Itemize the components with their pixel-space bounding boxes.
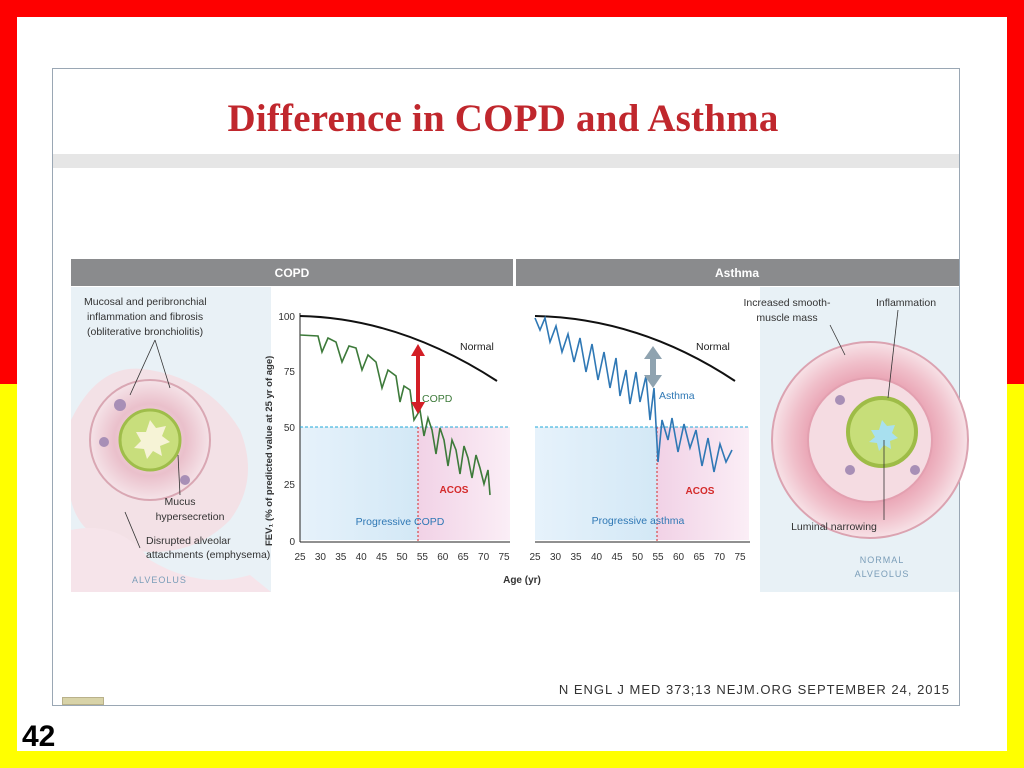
asthma-x-tick-40: 40: [591, 552, 603, 563]
asthma-lumen: [869, 420, 898, 451]
copd-x-tick-50: 50: [396, 552, 408, 563]
copd-normal-label: Normal: [460, 341, 494, 353]
asthma-x-tick-30: 30: [550, 552, 562, 563]
copd-curve-label: COPD: [422, 393, 453, 405]
asthma-chart-shading: [535, 427, 749, 540]
copd-x-tick-25: 25: [294, 552, 306, 563]
asthma-variability-arrow: [644, 346, 662, 388]
asthma-smooth-1: Increased smooth-: [744, 297, 831, 309]
asthma-narrowing: Luminal narrowing: [791, 521, 877, 533]
asthma-x-tick-60: 60: [673, 552, 685, 563]
asthma-x-tick-25: 25: [529, 552, 541, 563]
asthma-x-tick-45: 45: [611, 552, 623, 563]
title-divider: [53, 154, 959, 168]
asthma-progressive-label: Progressive asthma: [592, 515, 685, 527]
copd-annotations: Mucosal and peribronchial inflammation a…: [84, 296, 270, 561]
copd-header-bar: [71, 259, 513, 286]
copd-cell-2: [180, 475, 190, 485]
asthma-progressive-area: [535, 427, 657, 540]
asthma-x-tick-75: 75: [734, 552, 746, 563]
copd-acos-label: ACOS: [440, 485, 469, 496]
asthma-curve-label: Asthma: [659, 390, 695, 402]
slide-title: Difference in COPD and Asthma: [227, 97, 779, 140]
y-tick-50: 50: [284, 423, 296, 434]
citation: N ENGL J MED 373;13 NEJM.ORG SEPTEMBER 2…: [558, 682, 950, 697]
asthma-acos-area: [657, 427, 749, 540]
asthma-alveolus-1: NORMAL: [860, 555, 905, 565]
copd-leader-lines: [124, 339, 181, 549]
asthma-cell-3: [845, 465, 855, 475]
copd-normal-curve: [299, 315, 498, 382]
asthma-alveolus-2: ALVEOLUS: [855, 569, 910, 579]
copd-mucus-1: Mucus: [165, 496, 196, 508]
y-tick-0: 0: [289, 537, 295, 548]
copd-annotation-1: Mucosal and peribronchial: [84, 296, 207, 308]
asthma-normal-curve: [534, 315, 736, 382]
copd-header: COPD: [275, 266, 310, 280]
asthma-x-tick-labels: 25 30 35 40 45 50 55 60 65 70 75: [529, 552, 746, 563]
asthma-inflammation: Inflammation: [876, 297, 936, 309]
copd-x-tick-35: 35: [335, 552, 347, 563]
copd-annotation-2: inflammation and fibrosis: [87, 311, 203, 323]
asthma-normal-label: Normal: [696, 341, 730, 353]
asthma-acos-label: ACOS: [686, 486, 715, 497]
small-tag: [62, 697, 104, 705]
asthma-cell-2: [910, 465, 920, 475]
copd-x-tick-40: 40: [356, 552, 368, 563]
copd-cell-3: [99, 437, 109, 447]
copd-x-tick-60: 60: [437, 552, 449, 563]
slide-number: 42: [22, 720, 56, 753]
copd-x-tick-75: 75: [498, 552, 510, 563]
copd-progressive-label: Progressive COPD: [356, 516, 445, 528]
copd-decline-arrow: [411, 344, 425, 414]
y-tick-100: 100: [278, 312, 295, 323]
asthma-x-tick-65: 65: [693, 552, 705, 563]
asthma-x-tick-55: 55: [652, 552, 664, 563]
asthma-header-bar: [516, 259, 959, 286]
copd-lumen: [134, 420, 170, 459]
y-tick-25: 25: [284, 480, 296, 491]
copd-x-tick-70: 70: [478, 552, 490, 563]
asthma-leader-lines: [829, 309, 899, 520]
copd-x-tick-55: 55: [417, 552, 429, 563]
asthma-x-tick-35: 35: [570, 552, 582, 563]
copd-x-tick-45: 45: [376, 552, 388, 563]
y-tick-labels: 100 75 50 25 0: [278, 312, 295, 548]
x-axis-label: Age (yr): [503, 575, 541, 586]
copd-alveolus-label: ALVEOLUS: [132, 575, 187, 585]
asthma-x-tick-70: 70: [714, 552, 726, 563]
asthma-header: Asthma: [715, 266, 759, 280]
copd-annotation-3: (obliterative bronchiolitis): [87, 326, 203, 338]
copd-progressive-area: [300, 427, 418, 540]
asthma-alveolus-label: NORMAL ALVEOLUS: [855, 555, 910, 579]
asthma-fev1-curve: [534, 315, 733, 473]
copd-disrupted-2: attachments (emphysema): [146, 549, 270, 561]
copd-disrupted-1: Disrupted alveolar: [146, 535, 231, 547]
asthma-smooth-2: muscle mass: [756, 312, 817, 324]
copd-cell-1: [114, 399, 126, 411]
asthma-annotations: Increased smooth- muscle mass Inflammati…: [744, 297, 937, 533]
copd-x-tick-labels: 25 30 35 40 45 50 55 60 65 70 75: [294, 552, 510, 563]
copd-mucus-2: hypersecretion: [156, 511, 225, 523]
y-tick-75: 75: [284, 367, 296, 378]
copd-x-tick-30: 30: [315, 552, 327, 563]
asthma-x-tick-50: 50: [632, 552, 644, 563]
copd-x-tick-65: 65: [458, 552, 470, 563]
copd-alveolus-wall: [71, 528, 271, 592]
y-axis-label: FEV₁ (% of predicted value at 25 yr of a…: [264, 356, 275, 546]
asthma-cell-1: [835, 395, 845, 405]
